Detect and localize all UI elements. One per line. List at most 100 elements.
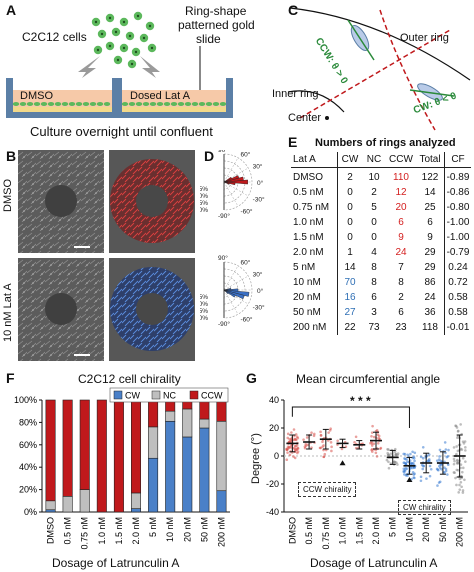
table-cell: 36 <box>416 305 445 320</box>
x-tick-label: 50 nM <box>199 517 209 542</box>
ring-geometry-diagram <box>287 7 471 131</box>
data-point <box>329 441 333 444</box>
table-cell: 14 <box>344 262 356 273</box>
rose-bin <box>223 287 232 291</box>
data-point <box>438 448 442 452</box>
table-row: 200 nM 22 73 23 118 -0.01 <box>291 320 471 335</box>
data-point <box>379 446 383 450</box>
data-point <box>306 443 310 447</box>
data-point <box>285 448 289 452</box>
data-point <box>327 431 330 434</box>
y-tick-label: 20 <box>269 423 279 433</box>
table-cell: -0.89 <box>446 172 470 183</box>
table-cell: 23 <box>395 322 407 333</box>
group-50-nm <box>435 441 450 487</box>
data-point <box>293 456 297 460</box>
group-0-75-nm <box>318 427 333 459</box>
x-tick-label: 200 nM <box>455 517 465 547</box>
data-point <box>455 445 458 448</box>
rose-angle-label: -30° <box>253 304 265 312</box>
table-cell: 86 <box>416 275 445 290</box>
data-point <box>370 442 374 445</box>
bar-segment-cw <box>199 427 210 513</box>
table-cell: 3 <box>371 307 377 318</box>
table-cell: 0.58 <box>448 292 468 303</box>
rose-plots: 90°60°30°0°-30°-60°-90°5%10%15%20%90°60°… <box>200 150 265 328</box>
data-point <box>428 474 432 478</box>
data-point <box>443 441 447 444</box>
group-1-5-nm <box>353 435 366 450</box>
table-cell: 8 <box>398 277 404 288</box>
data-point <box>459 463 463 466</box>
data-point <box>411 471 415 474</box>
table-cell: 122 <box>416 167 445 185</box>
table-cell: 2 <box>347 172 353 183</box>
data-point <box>460 485 463 489</box>
y-tick-label: 60% <box>19 440 37 450</box>
data-point <box>438 455 441 458</box>
data-point <box>458 488 462 491</box>
rose-radius-label: 10% <box>200 193 208 200</box>
data-point <box>458 483 461 487</box>
table-cell: 24 <box>416 290 445 305</box>
data-point <box>290 431 293 434</box>
table-cell: -0.80 <box>446 202 470 213</box>
rose-bin <box>223 181 230 185</box>
rose-angle-label: 0° <box>257 179 264 187</box>
data-point <box>437 481 441 484</box>
table-cell: 12 <box>395 187 407 198</box>
data-point <box>461 466 465 470</box>
data-point <box>461 489 465 492</box>
data-point <box>444 448 448 451</box>
data-point <box>420 463 424 467</box>
data-point <box>396 463 399 466</box>
slide-label-line1: Ring-shape <box>185 4 247 18</box>
group-0-5-nm <box>302 431 316 450</box>
table-cell: 50 nM <box>291 305 338 320</box>
data-point <box>387 448 390 451</box>
data-point <box>293 437 297 441</box>
data-point <box>375 455 379 458</box>
rose-angle-label: 0° <box>257 287 264 295</box>
data-point <box>295 444 299 447</box>
box-cw-label: CW chirality <box>398 500 451 515</box>
data-point <box>354 435 358 439</box>
slide-label-line2: patterned gold <box>178 18 255 32</box>
data-point <box>437 458 441 461</box>
micrograph-panel <box>18 150 195 361</box>
data-point <box>456 468 460 472</box>
data-point <box>461 456 465 460</box>
table-row: 5 nM 14 8 7 29 0.24 <box>291 260 471 275</box>
table-cell: 118 <box>416 320 445 335</box>
data-point <box>435 459 439 462</box>
data-point <box>447 448 450 452</box>
rose-angle-label: -90° <box>218 320 230 328</box>
bar-segment-cw <box>182 436 193 513</box>
legend-swatch <box>189 390 199 400</box>
data-point <box>294 433 298 436</box>
bar-segment-nc <box>148 426 159 459</box>
data-point <box>421 467 425 471</box>
data-point <box>452 457 456 461</box>
bar-segment-cw <box>45 509 56 513</box>
data-point <box>377 437 381 440</box>
data-point <box>295 435 299 439</box>
bar-segment-nc <box>216 420 227 492</box>
data-point <box>387 466 391 470</box>
bar-segment-ccw <box>216 399 227 422</box>
data-point <box>329 427 332 431</box>
left-arrow <box>78 56 100 78</box>
bar-segment-ccw <box>79 399 90 490</box>
outer-ring-arc <box>289 7 471 81</box>
x-tick-label: 1.0 nM <box>338 517 348 545</box>
x-tick-label: 5 nM <box>148 517 158 537</box>
table-cell: 6 <box>398 217 404 228</box>
data-point <box>385 458 389 462</box>
bar-segment-cw <box>131 508 142 513</box>
y-tick-label: -40 <box>266 507 279 517</box>
data-point <box>459 423 462 426</box>
data-point <box>406 474 409 477</box>
data-point <box>304 442 308 446</box>
slide-label-line3: slide <box>196 32 221 46</box>
data-point <box>323 452 327 456</box>
